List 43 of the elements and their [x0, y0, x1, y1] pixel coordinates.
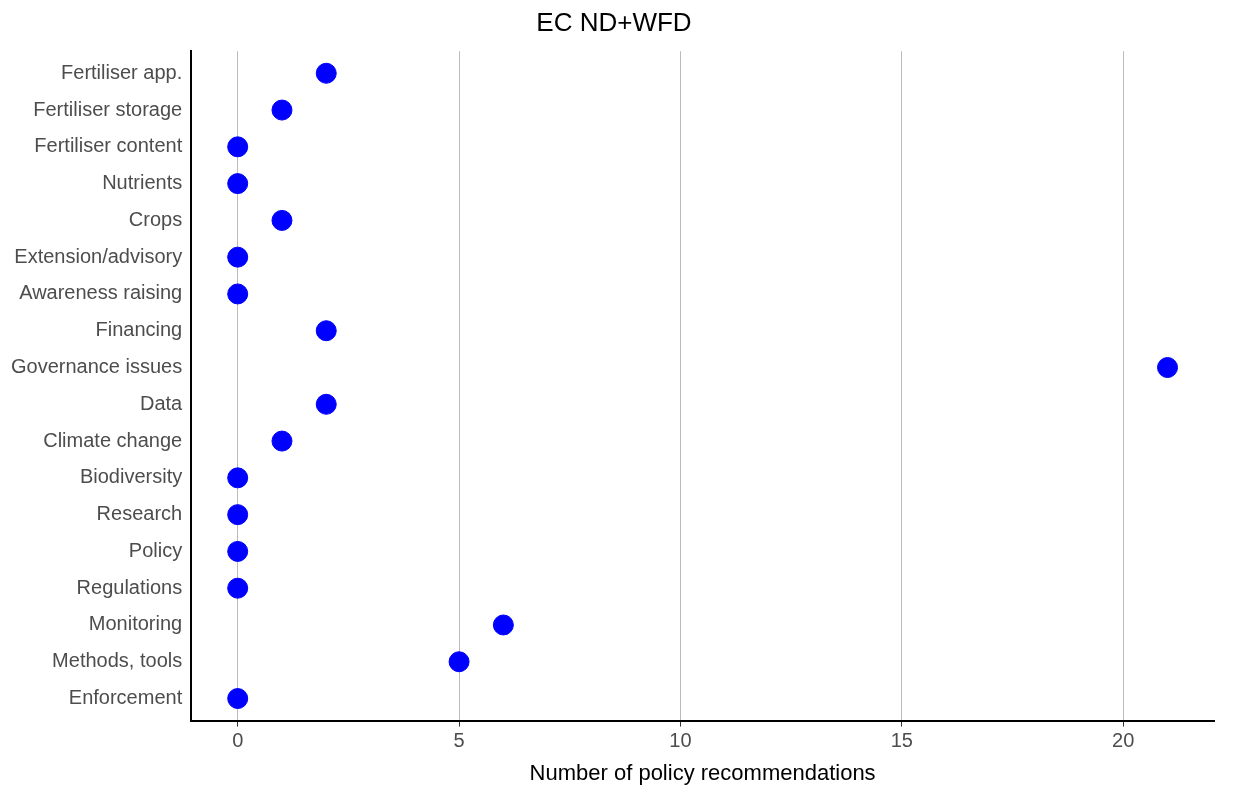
point: [227, 283, 249, 305]
point: [227, 467, 249, 489]
y-tick-label: Fertiliser app.: [61, 60, 183, 83]
point: [271, 430, 293, 452]
y-tick-label: Research: [96, 502, 183, 525]
y-tick-label: Biodiversity: [79, 465, 183, 488]
point: [227, 504, 249, 526]
point: [227, 577, 249, 599]
y-tick-label: Extension/advisory: [14, 244, 183, 267]
y-tick-label: Nutrients: [102, 171, 183, 194]
y-tick-label: Policy: [128, 538, 183, 561]
y-tick-label: Fertiliser content: [34, 134, 183, 157]
x-tick-label: 15: [890, 729, 913, 752]
chart-title: EC ND+WFD: [536, 6, 692, 37]
y-tick-label: Governance issues: [11, 355, 183, 378]
point: [315, 62, 337, 84]
x-tick-label: 0: [232, 729, 244, 752]
point: [1157, 357, 1179, 379]
y-tick-label: Financing: [95, 318, 183, 341]
y-tick-label: Climate change: [43, 428, 183, 451]
y-tick-label: Enforcement: [68, 686, 183, 709]
point: [271, 99, 293, 121]
point: [315, 393, 337, 415]
point: [227, 246, 249, 268]
y-tick-label: Methods, tools: [52, 649, 183, 672]
point: [315, 320, 337, 342]
point: [492, 614, 514, 636]
x-axis-title: Number of policy recommendations: [529, 759, 876, 785]
point: [448, 651, 470, 673]
point: [227, 136, 249, 158]
point: [271, 209, 293, 231]
y-tick-label: Data: [139, 391, 184, 414]
x-tick-label: 20: [1112, 729, 1135, 752]
x-tick-label: 5: [453, 729, 465, 752]
y-tick-label: Crops: [128, 207, 183, 230]
point: [227, 173, 249, 195]
y-tick-label: Fertiliser storage: [33, 97, 183, 120]
point: [227, 688, 249, 710]
y-tick-label: Regulations: [76, 575, 183, 598]
point: [227, 540, 249, 562]
y-tick-label: Monitoring: [88, 612, 183, 635]
y-tick-label: Awareness raising: [19, 281, 183, 304]
x-tick-label: 10: [669, 729, 692, 752]
